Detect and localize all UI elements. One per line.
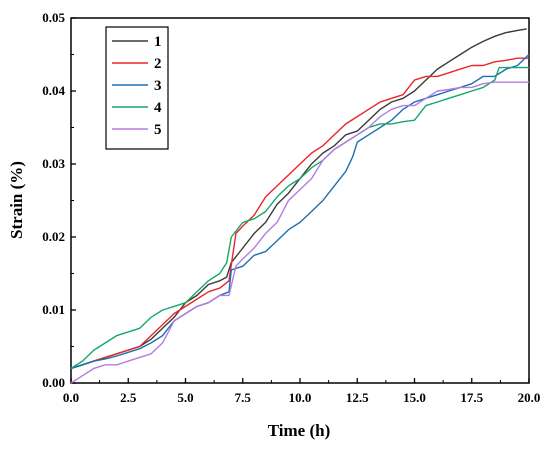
legend-label-5: 5 bbox=[154, 122, 162, 138]
legend-label-2: 2 bbox=[154, 56, 162, 72]
x-tick-label: 5.0 bbox=[177, 390, 193, 405]
x-tick-label: 17.5 bbox=[460, 390, 483, 405]
y-tick-label: 0.01 bbox=[42, 302, 65, 317]
series-line-3 bbox=[70, 53, 530, 370]
x-tick-label: 10.0 bbox=[289, 390, 312, 405]
plot-area: 0.0 2.5 5.0 7.5 10.0 12.5 15.0 17.5 20.0 0.00 0.01… bbox=[42, 10, 540, 405]
x-tick-label: 15.0 bbox=[403, 390, 426, 405]
y-tick-label: 0.05 bbox=[42, 10, 65, 25]
x-tick-label: 12.5 bbox=[346, 390, 369, 405]
x-axis-title: Time (h) bbox=[268, 421, 331, 440]
series-line-4 bbox=[70, 66, 529, 369]
x-tick-label: 7.5 bbox=[235, 390, 252, 405]
legend-label-1: 1 bbox=[154, 34, 162, 50]
y-tick-label: 0.02 bbox=[42, 229, 65, 244]
legend-label-3: 3 bbox=[154, 78, 162, 94]
x-tick-label: 2.5 bbox=[120, 390, 137, 405]
y-tick-label: 0.00 bbox=[42, 375, 65, 390]
series-line-2 bbox=[70, 57, 529, 370]
legend-label-4: 4 bbox=[154, 100, 162, 116]
series-line-1 bbox=[70, 28, 527, 370]
y-axis-title: Strain (%) bbox=[7, 161, 26, 239]
y-tick-label: 0.04 bbox=[42, 83, 65, 98]
series-line-5 bbox=[70, 81, 529, 384]
y-tick-label: 0.03 bbox=[42, 156, 65, 171]
x-tick-label: 0.0 bbox=[63, 390, 79, 405]
x-tick-label: 20.0 bbox=[518, 390, 541, 405]
